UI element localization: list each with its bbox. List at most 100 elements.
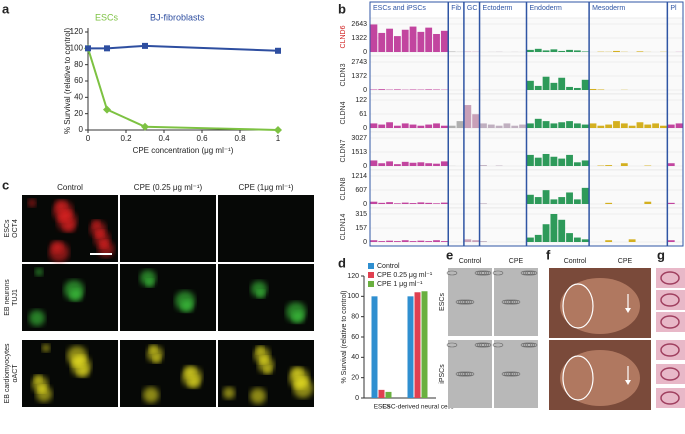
histology — [656, 312, 685, 332]
bar — [433, 123, 440, 128]
tissue — [560, 350, 640, 406]
y-tick-label: 61 — [359, 111, 367, 118]
bar — [378, 241, 386, 242]
bar — [425, 202, 433, 204]
bar — [378, 124, 386, 128]
bar — [644, 201, 652, 204]
row-label: ESCs — [4, 219, 11, 237]
y-tick-label: 20 — [351, 375, 359, 382]
bar — [581, 124, 589, 128]
marker — [85, 45, 91, 52]
cell — [446, 342, 458, 348]
column-label: CPE — [509, 258, 524, 265]
highlight — [562, 283, 594, 329]
bar — [472, 114, 480, 128]
bar — [370, 89, 378, 90]
bar — [519, 124, 526, 128]
signal — [223, 387, 235, 399]
bar — [407, 296, 414, 398]
bar — [386, 122, 393, 128]
panel-letter: d — [338, 255, 346, 270]
x-tick-label: 0.2 — [120, 134, 132, 143]
y-tick-label: 0 — [363, 125, 367, 132]
histology — [656, 268, 685, 288]
row-label: TUJ1 — [12, 289, 19, 306]
bar — [597, 89, 605, 90]
bar — [534, 118, 542, 128]
bar — [370, 160, 378, 166]
row-label: αACT — [12, 364, 19, 383]
bar — [581, 79, 589, 90]
y-tick-label: 0 — [79, 125, 84, 134]
bar — [613, 121, 620, 128]
bar — [370, 123, 378, 128]
bar — [550, 199, 558, 204]
track-label: CLDN8 — [340, 177, 347, 200]
bar — [425, 89, 433, 90]
cell — [492, 270, 504, 276]
x-tick-label: 1 — [276, 134, 281, 143]
bar — [393, 125, 401, 128]
group-label: Pl — [670, 5, 677, 12]
x-tick-label: ESCs — [374, 404, 391, 411]
bar — [542, 224, 550, 242]
signal — [35, 268, 43, 276]
bar — [558, 77, 566, 90]
bar — [393, 203, 401, 204]
y-tick-label: 0 — [363, 201, 367, 208]
bar — [503, 123, 511, 128]
bar — [566, 49, 573, 52]
bar — [409, 162, 417, 166]
cell — [474, 270, 486, 276]
bar — [675, 123, 683, 128]
y-tick-label: 1214 — [351, 173, 367, 180]
bar — [401, 29, 409, 52]
bar — [386, 28, 393, 52]
bar — [425, 241, 433, 242]
y-tick-label: 0 — [363, 87, 367, 94]
tissue — [660, 271, 680, 285]
bar — [480, 165, 487, 166]
bar — [527, 49, 534, 52]
y-tick-label: 0 — [355, 395, 359, 402]
bar — [425, 163, 433, 166]
panel-letter: f — [546, 247, 551, 262]
bar — [613, 50, 620, 52]
bar — [558, 50, 566, 52]
bar — [480, 241, 487, 242]
row-label: ESCs — [439, 293, 446, 311]
bar — [573, 50, 581, 52]
histology — [656, 364, 685, 384]
y-tick-label: 120 — [70, 27, 84, 36]
tissue — [660, 315, 680, 329]
bar — [550, 49, 558, 52]
micrograph — [120, 264, 216, 331]
signal — [250, 388, 266, 404]
bar — [409, 241, 417, 242]
bar — [573, 87, 581, 90]
bar — [409, 203, 417, 204]
bar — [566, 121, 573, 128]
bar — [401, 202, 409, 204]
bar — [534, 157, 542, 166]
bar — [393, 36, 401, 52]
bar — [620, 123, 628, 128]
bar — [542, 50, 550, 52]
legend-entry: ESCs — [95, 12, 119, 22]
bar — [534, 85, 542, 90]
panel-letter: b — [338, 1, 346, 16]
y-tick-label: 1372 — [351, 73, 367, 80]
bar — [456, 121, 464, 128]
signal — [140, 270, 156, 286]
bar — [401, 240, 409, 242]
bar — [628, 125, 636, 128]
y-tick-label: 100 — [347, 293, 359, 300]
series-line — [87, 48, 279, 131]
y-tick-label: 2743 — [351, 59, 367, 66]
group-label: Endoderm — [530, 5, 562, 12]
signal — [184, 366, 196, 378]
group-label: GC — [467, 5, 478, 12]
panel-letter: g — [657, 247, 665, 262]
bar — [480, 203, 487, 204]
bar — [558, 197, 566, 204]
